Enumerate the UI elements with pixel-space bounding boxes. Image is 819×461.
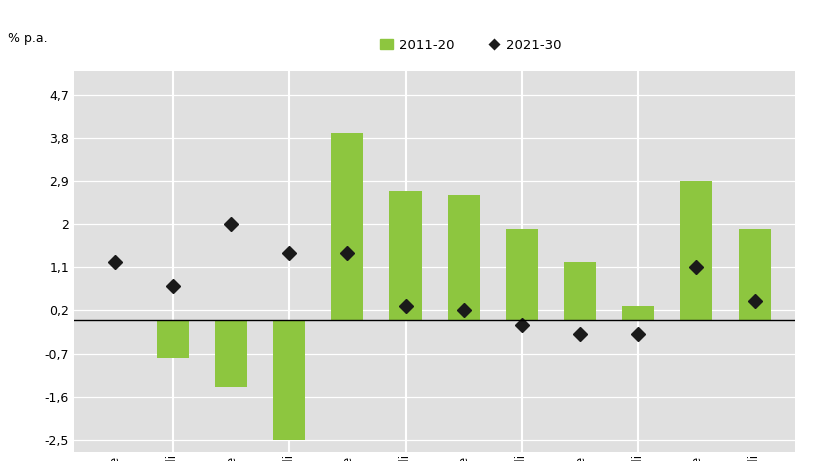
Bar <box>505 229 537 320</box>
Bar <box>447 195 479 320</box>
Bar <box>738 229 770 320</box>
Bar <box>331 133 363 320</box>
Bar <box>622 306 654 320</box>
Bar <box>389 190 421 320</box>
Bar <box>563 262 595 320</box>
Bar <box>273 320 305 440</box>
Bar <box>156 320 188 358</box>
Bar <box>680 181 712 320</box>
Legend: 2011-20, 2021-30: 2011-20, 2021-30 <box>374 33 566 57</box>
Bar <box>215 320 247 387</box>
Text: % p.a.: % p.a. <box>8 32 48 45</box>
